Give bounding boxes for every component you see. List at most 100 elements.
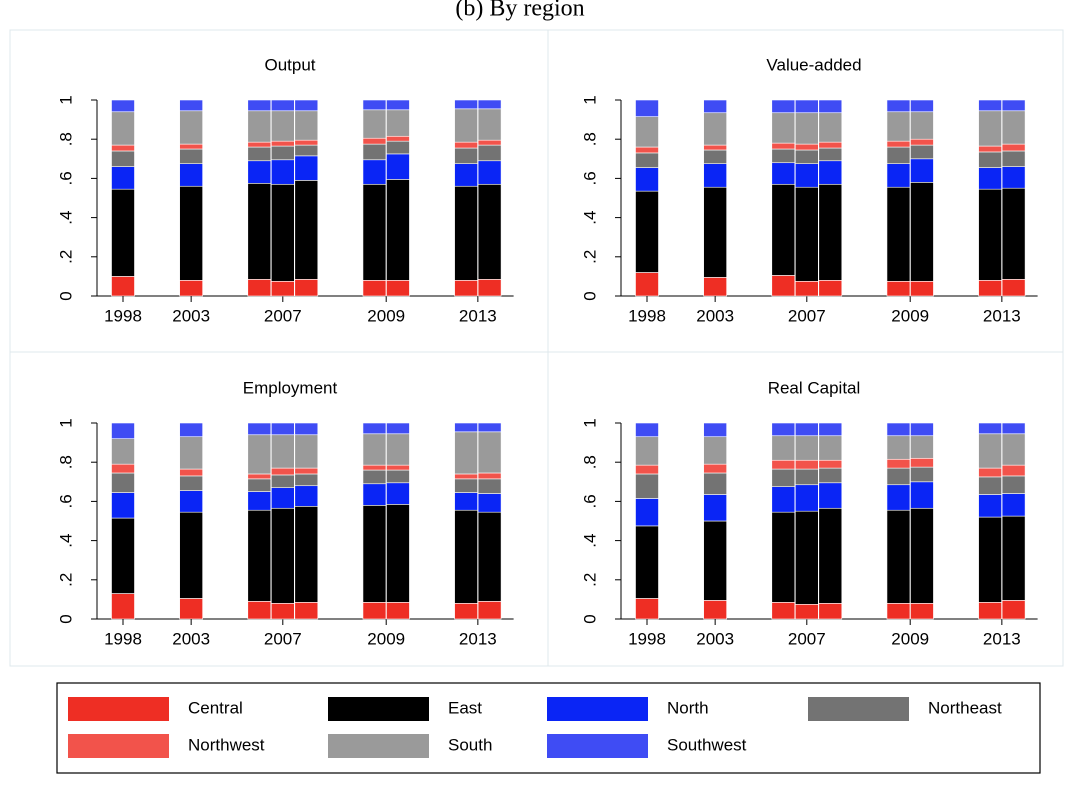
bar-segment [247,99,272,112]
bar-segment [703,149,727,164]
bar-segment [294,505,319,603]
y-tick-label: 0 [580,291,599,300]
bar-segment [978,467,1002,478]
legend-box [56,682,1041,774]
bar-segment [362,422,387,435]
bar-segment [910,481,934,509]
bar-segment [247,160,272,184]
bar-segment [635,598,659,620]
bar-segment [362,464,387,471]
bar-segment [771,99,796,114]
bar-segment [910,138,934,146]
x-tick-label: 2007 [264,629,302,648]
bar-segment [477,160,502,185]
bar-segment [910,603,934,620]
bar-segment [247,509,272,602]
bar-segment [771,422,796,437]
bar-segment [179,468,203,477]
x-tick-label: 1998 [104,306,142,325]
bar-segment [635,464,659,475]
bar-segment [703,494,727,522]
bar-segment [454,509,478,604]
bar-segment [635,436,659,466]
bar-segment [247,478,272,492]
x-tick-label: 2003 [172,629,210,648]
x-tick-label: 2013 [459,306,497,325]
bar-segment [270,99,295,112]
bar-segment [818,183,843,281]
x-tick-label: 2013 [459,629,497,648]
bar-segment [362,159,387,185]
bar-segment [886,111,911,142]
bar-segment [886,280,911,297]
y-tick-label: 1 [580,418,599,427]
y-tick-label: 1 [56,418,75,427]
y-tick-label: 0 [56,614,75,623]
bar-segment [294,485,319,507]
bar-segment [818,99,843,114]
legend-label: Northeast [928,698,1002,717]
bar-segment [179,598,203,620]
bar-segment [477,493,502,513]
bar-segment [362,433,387,466]
bar-segment [270,159,295,185]
x-tick-label: 2009 [891,306,929,325]
bar-segment [886,435,911,460]
bar-segment [818,112,843,143]
bar-segment [794,186,819,282]
bar-segment [635,422,659,438]
y-tick-label: 1 [56,95,75,104]
bar-segment [294,139,319,146]
x-tick-label: 2007 [788,306,826,325]
bar-segment [477,279,502,297]
bar-segment [270,110,295,142]
y-tick-label: .8 [580,455,599,469]
bar-segment [454,492,478,511]
bar-segment [111,188,135,277]
bar-segment [477,144,502,162]
bar-segment [818,435,843,461]
bar-segment [794,468,819,486]
bar-segment [1001,110,1026,145]
y-tick-label: .2 [56,573,75,587]
bar-segment [910,158,934,183]
bar-segment [477,108,502,141]
bar-segment [270,140,295,147]
bar-segment [771,162,796,185]
chart-title: Real Capital [768,378,861,397]
bar-segment [794,459,819,470]
bar-segment [910,435,934,459]
bar-segment [111,111,135,146]
bar-segment [386,135,410,142]
bar-segment [886,163,911,188]
bar-segment [886,509,911,604]
bar-segment [771,142,796,150]
bar-segment [111,593,135,620]
bar-segment [111,99,135,113]
bar-segment [635,167,659,192]
bar-segment [386,602,410,620]
x-tick-label: 2007 [788,629,826,648]
bar-segment [386,280,410,297]
bar-segment [386,109,410,137]
bar-segment [635,146,659,154]
x-tick-label: 2007 [264,306,302,325]
bar-segment [111,463,135,474]
bar-segment [635,116,659,148]
y-tick-label: 0 [56,291,75,300]
bar-segment [818,482,843,509]
bar-segment [886,458,911,469]
x-tick-label: 2009 [367,629,405,648]
bar-segment [179,511,203,599]
bar-segment [179,99,203,112]
bar-segment [111,276,135,297]
bar-segment [294,144,319,157]
bar-segment [978,280,1002,297]
bar-segment [111,422,135,439]
bar-segment [771,148,796,164]
x-tick-label: 1998 [628,629,666,648]
bar-segment [794,603,819,620]
bar-segment [270,434,295,469]
bar-segment [477,99,502,110]
